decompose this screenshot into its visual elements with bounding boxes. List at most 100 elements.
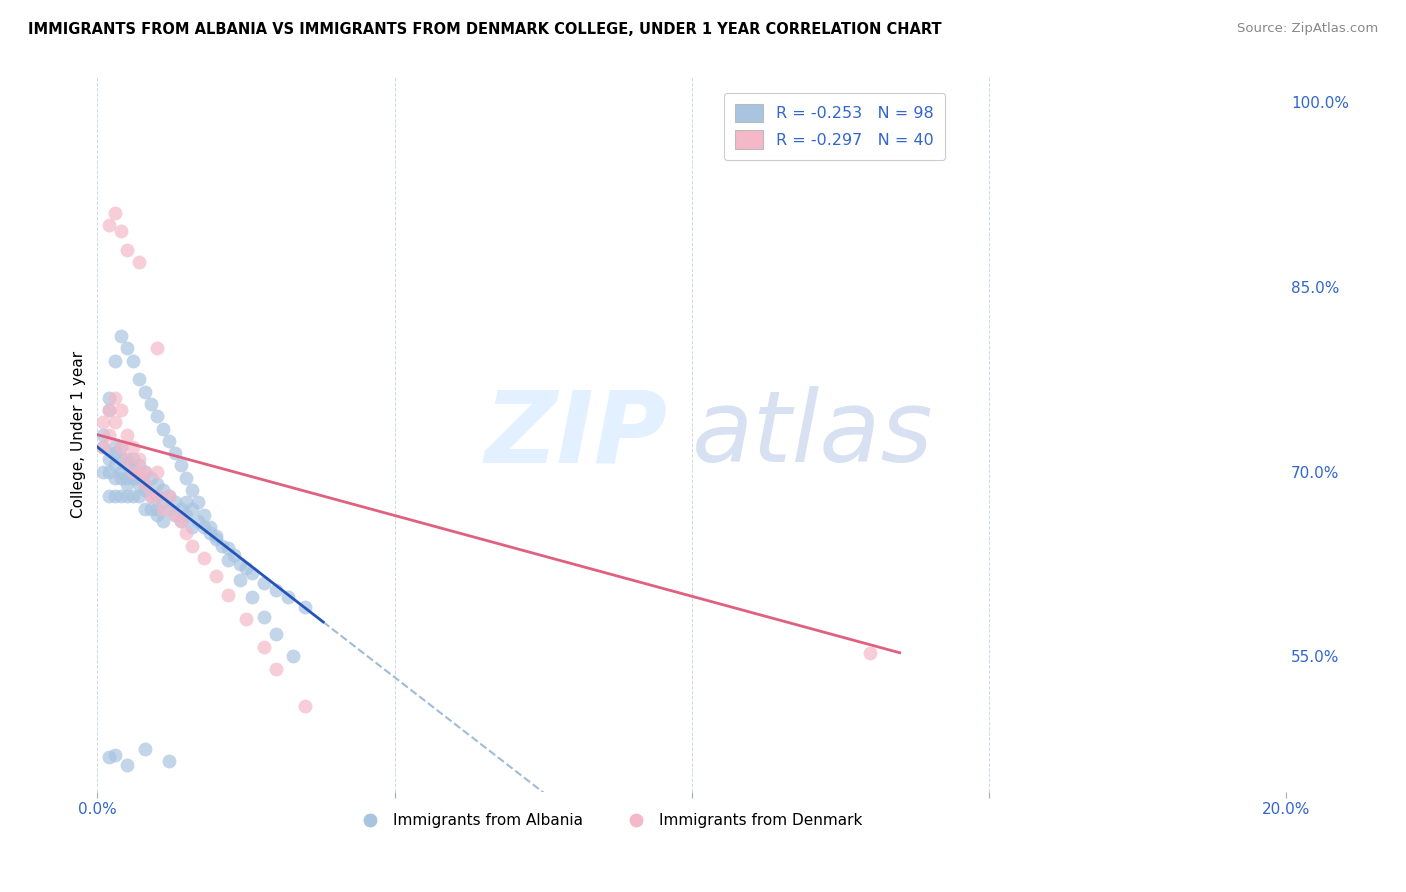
Point [122, 440, 145, 454]
Point [110, 329, 132, 343]
Point [146, 508, 169, 522]
Point [169, 501, 191, 516]
Point [187, 495, 209, 509]
Point [122, 465, 145, 479]
Point [253, 640, 276, 654]
Point [104, 747, 127, 762]
Point [122, 452, 145, 467]
Point [222, 549, 245, 563]
Point [98, 391, 121, 405]
Point [139, 489, 162, 503]
Point [157, 754, 180, 768]
Text: atlas: atlas [692, 386, 934, 483]
Point [91, 427, 114, 442]
Point [98, 489, 121, 503]
Point [115, 471, 138, 485]
Point [264, 582, 287, 597]
Point [128, 489, 150, 503]
Point [122, 465, 145, 479]
Point [110, 440, 132, 454]
Point [98, 465, 121, 479]
Point [253, 610, 276, 624]
Point [240, 591, 263, 605]
Point [128, 255, 150, 269]
Point [110, 403, 132, 417]
Point [115, 342, 138, 356]
Point [91, 440, 114, 454]
Point [91, 440, 114, 454]
Point [283, 649, 305, 664]
Point [104, 458, 127, 473]
Point [235, 612, 257, 626]
Point [146, 501, 169, 516]
Point [134, 742, 156, 756]
Point [205, 533, 228, 547]
Point [146, 489, 169, 503]
Point [122, 489, 145, 503]
Point [115, 458, 138, 473]
Point [217, 588, 239, 602]
Point [104, 446, 127, 460]
Point [176, 495, 198, 509]
Point [205, 529, 228, 543]
Text: ZIP: ZIP [485, 386, 668, 483]
Point [115, 452, 138, 467]
Point [128, 452, 150, 467]
Point [152, 495, 174, 509]
Point [169, 514, 191, 528]
Point [134, 477, 156, 491]
Point [134, 384, 156, 399]
Point [211, 539, 233, 553]
Point [134, 465, 156, 479]
Point [253, 575, 276, 590]
Point [163, 508, 186, 522]
Point [169, 458, 191, 473]
Point [176, 508, 198, 522]
Point [104, 353, 127, 368]
Point [205, 569, 228, 583]
Point [139, 489, 162, 503]
Point [104, 471, 127, 485]
Point [115, 477, 138, 491]
Point [134, 501, 156, 516]
Point [235, 560, 257, 574]
Point [193, 508, 215, 522]
Point [163, 446, 186, 460]
Point [152, 421, 174, 435]
Point [110, 471, 132, 485]
Point [104, 440, 127, 454]
Point [181, 501, 204, 516]
Point [134, 483, 156, 497]
Point [187, 514, 209, 528]
Legend: Immigrants from Albania, Immigrants from Denmark: Immigrants from Albania, Immigrants from… [349, 807, 869, 834]
Point [115, 757, 138, 772]
Point [115, 489, 138, 503]
Point [110, 489, 132, 503]
Point [134, 465, 156, 479]
Point [104, 391, 127, 405]
Point [110, 452, 132, 467]
Point [104, 489, 127, 503]
Point [193, 520, 215, 534]
Point [152, 514, 174, 528]
Point [98, 219, 121, 233]
Point [157, 489, 180, 503]
Point [157, 489, 180, 503]
Point [176, 471, 198, 485]
Point [98, 427, 121, 442]
Point [146, 465, 169, 479]
Point [193, 550, 215, 565]
Point [169, 514, 191, 528]
Point [157, 434, 180, 448]
Point [122, 471, 145, 485]
Point [139, 397, 162, 411]
Point [152, 501, 174, 516]
Point [264, 662, 287, 676]
Point [181, 483, 204, 497]
Point [115, 243, 138, 257]
Point [294, 698, 316, 713]
Point [146, 477, 169, 491]
Point [146, 489, 169, 503]
Point [229, 557, 252, 571]
Point [110, 440, 132, 454]
